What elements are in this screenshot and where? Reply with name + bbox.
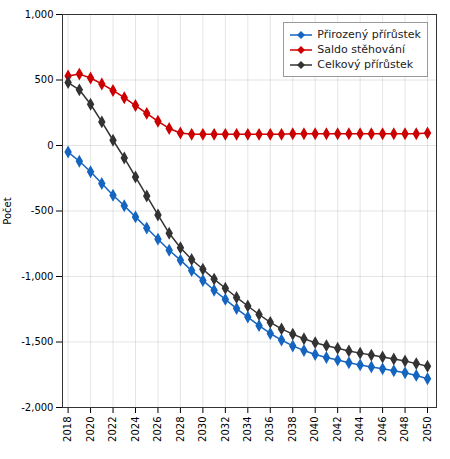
- svg-text:2048: 2048: [399, 417, 410, 442]
- svg-text:500: 500: [34, 74, 53, 85]
- svg-text:2050: 2050: [422, 417, 433, 442]
- svg-text:2018: 2018: [62, 417, 73, 442]
- svg-text:0: 0: [47, 140, 53, 151]
- svg-text:2026: 2026: [152, 417, 163, 442]
- svg-text:2038: 2038: [287, 417, 298, 442]
- html-text:Celkový přírůstek: Celkový přírůstek: [317, 58, 414, 71]
- svg-text:2034: 2034: [242, 417, 253, 442]
- svg-text:2046: 2046: [377, 417, 388, 442]
- svg-text:-2,000: -2,000: [21, 402, 53, 413]
- svg-text:2030: 2030: [197, 417, 208, 442]
- svg-text:2032: 2032: [220, 417, 231, 442]
- svg-text:-500: -500: [31, 205, 54, 216]
- svg-text:Počet: Počet: [2, 197, 13, 224]
- svg-text:-1,000: -1,000: [21, 271, 53, 282]
- svg-text:2036: 2036: [264, 417, 275, 442]
- svg-text:2042: 2042: [332, 417, 343, 442]
- svg-text:2024: 2024: [130, 417, 141, 442]
- html-text:Saldo stěhování: Saldo stěhování: [317, 43, 405, 56]
- svg-text:1,000: 1,000: [25, 9, 54, 20]
- svg-text:-1,500: -1,500: [21, 336, 53, 347]
- html-text:Přirozený přírůstek: Přirozený přírůstek: [317, 28, 421, 41]
- svg-text:2028: 2028: [175, 417, 186, 442]
- svg-text:2044: 2044: [354, 417, 365, 442]
- svg-text:2040: 2040: [309, 417, 320, 442]
- svg-text:2020: 2020: [85, 417, 96, 442]
- svg-text:2022: 2022: [107, 417, 118, 442]
